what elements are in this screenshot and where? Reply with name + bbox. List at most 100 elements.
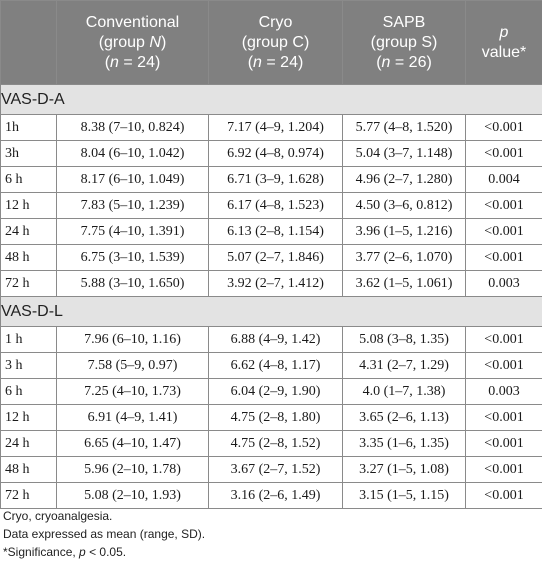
cryo-cell: 5.07 (2–7, 1.846) xyxy=(208,244,343,271)
cryo-cell: 6.04 (2–9, 1.90) xyxy=(208,378,343,405)
time-cell: 24 h xyxy=(0,430,57,457)
p-value-cell: 0.003 xyxy=(465,378,542,405)
footnote-significance: *Significance, p < 0.05. xyxy=(3,545,127,559)
p-value-cell: <0.001 xyxy=(465,244,542,271)
sapb-cell: 3.65 (2–6, 1.13) xyxy=(342,404,466,431)
p-value-cell: <0.001 xyxy=(465,482,542,509)
table-row: 24 h 7.75 (4–10, 1.391) 6.13 (2–8, 1.154) 3… xyxy=(0,218,542,245)
conventional-cell: 7.25 (4–10, 1.73) xyxy=(56,378,209,405)
sapb-cell: 4.50 (3–6, 0.812) xyxy=(342,192,466,219)
section-header-row: VAS-D-L xyxy=(0,296,542,327)
p-value-cell: <0.001 xyxy=(465,430,542,457)
section-header-row: VAS-D-A xyxy=(0,84,542,115)
p-value-cell: <0.001 xyxy=(465,192,542,219)
sapb-cell: 3.96 (1–5, 1.216) xyxy=(342,218,466,245)
time-cell: 24 h xyxy=(0,218,57,245)
conventional-cell: 7.58 (5–9, 0.97) xyxy=(56,352,209,379)
header-cryo: Cryo (group C) (n = 24) xyxy=(208,0,343,85)
footnote-data-format: Data expressed as mean (range, SD). xyxy=(3,527,206,541)
sapb-cell: 5.08 (3–8, 1.35) xyxy=(342,326,466,353)
cryo-cell: 3.16 (2–6, 1.49) xyxy=(208,482,343,509)
p-value-cell: <0.001 xyxy=(465,326,542,353)
header-corner-cell xyxy=(0,0,57,85)
p-value-cell: <0.001 xyxy=(465,404,542,431)
table-body: VAS-D-A 1h 8.38 (7–10, 0.824) 7.17 (4–9, 1.… xyxy=(0,84,542,509)
results-table: Conventional (group N) (n = 24) Cryo (gr… xyxy=(0,0,542,509)
header-row: Conventional (group N) (n = 24) Cryo (gr… xyxy=(0,0,542,85)
table-row: 3 h 7.58 (5–9, 0.97) 6.62 (4–8, 1.17) 4.31 … xyxy=(0,352,542,379)
cryo-cell: 6.13 (2–8, 1.154) xyxy=(208,218,343,245)
cryo-cell: 6.92 (4–8, 0.974) xyxy=(208,140,343,167)
p-value-cell: <0.001 xyxy=(465,114,542,141)
header-sapb: SAPB (group S) (n = 26) xyxy=(342,0,466,85)
section-title: VAS-D-L xyxy=(0,296,542,327)
cryo-cell: 7.17 (4–9, 1.204) xyxy=(208,114,343,141)
table-row: 1h 8.38 (7–10, 0.824) 7.17 (4–9, 1.204) 5.7… xyxy=(0,114,542,141)
table-footnotes: Cryo, cryoanalgesia. Data expressed as m… xyxy=(3,507,205,561)
p-value-cell: <0.001 xyxy=(465,352,542,379)
conventional-cell: 6.91 (4–9, 1.41) xyxy=(56,404,209,431)
time-cell: 6 h xyxy=(0,378,57,405)
cryo-cell: 3.67 (2–7, 1.52) xyxy=(208,456,343,483)
sapb-cell: 4.0 (1–7, 1.38) xyxy=(342,378,466,405)
conventional-cell: 6.65 (4–10, 1.47) xyxy=(56,430,209,457)
p-value-cell: <0.001 xyxy=(465,140,542,167)
time-cell: 12 h xyxy=(0,404,57,431)
conventional-cell: 6.75 (3–10, 1.539) xyxy=(56,244,209,271)
sapb-cell: 4.31 (2–7, 1.29) xyxy=(342,352,466,379)
conventional-cell: 7.96 (6–10, 1.16) xyxy=(56,326,209,353)
cryo-cell: 6.88 (4–9, 1.42) xyxy=(208,326,343,353)
table-row: 48 h 5.96 (2–10, 1.78) 3.67 (2–7, 1.52) 3.2… xyxy=(0,456,542,483)
cryo-cell: 6.62 (4–8, 1.17) xyxy=(208,352,343,379)
table-row: 24 h 6.65 (4–10, 1.47) 4.75 (2–8, 1.52) 3.3… xyxy=(0,430,542,457)
table-row: 6 h 7.25 (4–10, 1.73) 6.04 (2–9, 1.90) 4.0 … xyxy=(0,378,542,405)
sapb-cell: 3.62 (1–5, 1.061) xyxy=(342,270,466,297)
table-row: 12 h 7.83 (5–10, 1.239) 6.17 (4–8, 1.523) 4… xyxy=(0,192,542,219)
table-row: 72 h 5.88 (3–10, 1.650) 3.92 (2–7, 1.412) 3… xyxy=(0,270,542,297)
table-row: 12 h 6.91 (4–9, 1.41) 4.75 (2–8, 1.80) 3.65… xyxy=(0,404,542,431)
sapb-cell: 3.35 (1–6, 1.35) xyxy=(342,430,466,457)
table-row: 72 h 5.08 (2–10, 1.93) 3.16 (2–6, 1.49) 3.1… xyxy=(0,482,542,509)
conventional-cell: 7.75 (4–10, 1.391) xyxy=(56,218,209,245)
p-value-cell: <0.001 xyxy=(465,456,542,483)
table-row: 3h 8.04 (6–10, 1.042) 6.92 (4–8, 0.974) 5.0… xyxy=(0,140,542,167)
p-value-cell: 0.004 xyxy=(465,166,542,193)
time-cell: 6 h xyxy=(0,166,57,193)
time-cell: 48 h xyxy=(0,456,57,483)
cryo-cell: 4.75 (2–8, 1.52) xyxy=(208,430,343,457)
cryo-cell: 4.75 (2–8, 1.80) xyxy=(208,404,343,431)
cryo-cell: 6.71 (3–9, 1.628) xyxy=(208,166,343,193)
conventional-cell: 5.96 (2–10, 1.78) xyxy=(56,456,209,483)
conventional-cell: 8.04 (6–10, 1.042) xyxy=(56,140,209,167)
sapb-cell: 3.77 (2–6, 1.070) xyxy=(342,244,466,271)
time-cell: 72 h xyxy=(0,482,57,509)
table-row: 6 h 8.17 (6–10, 1.049) 6.71 (3–9, 1.628) 4.… xyxy=(0,166,542,193)
sapb-cell: 4.96 (2–7, 1.280) xyxy=(342,166,466,193)
time-cell: 1h xyxy=(0,114,57,141)
header-conventional: Conventional (group N) (n = 24) xyxy=(56,0,209,85)
time-cell: 3h xyxy=(0,140,57,167)
time-cell: 48 h xyxy=(0,244,57,271)
conventional-cell: 8.38 (7–10, 0.824) xyxy=(56,114,209,141)
time-cell: 3 h xyxy=(0,352,57,379)
conventional-cell: 8.17 (6–10, 1.049) xyxy=(56,166,209,193)
conventional-cell: 7.83 (5–10, 1.239) xyxy=(56,192,209,219)
p-value-cell: <0.001 xyxy=(465,218,542,245)
time-cell: 12 h xyxy=(0,192,57,219)
cryo-cell: 3.92 (2–7, 1.412) xyxy=(208,270,343,297)
table-row: 48 h 6.75 (3–10, 1.539) 5.07 (2–7, 1.846) 3… xyxy=(0,244,542,271)
conventional-cell: 5.88 (3–10, 1.650) xyxy=(56,270,209,297)
footnote-abbreviation: Cryo, cryoanalgesia. xyxy=(3,509,113,523)
sapb-cell: 3.27 (1–5, 1.08) xyxy=(342,456,466,483)
header-p-value: p value* xyxy=(465,0,542,85)
section-title: VAS-D-A xyxy=(0,84,542,115)
time-cell: 72 h xyxy=(0,270,57,297)
time-cell: 1 h xyxy=(0,326,57,353)
p-value-cell: 0.003 xyxy=(465,270,542,297)
sapb-cell: 3.15 (1–5, 1.15) xyxy=(342,482,466,509)
table-row: 1 h 7.96 (6–10, 1.16) 6.88 (4–9, 1.42) 5.08… xyxy=(0,326,542,353)
sapb-cell: 5.77 (4–8, 1.520) xyxy=(342,114,466,141)
cryo-cell: 6.17 (4–8, 1.523) xyxy=(208,192,343,219)
conventional-cell: 5.08 (2–10, 1.93) xyxy=(56,482,209,509)
